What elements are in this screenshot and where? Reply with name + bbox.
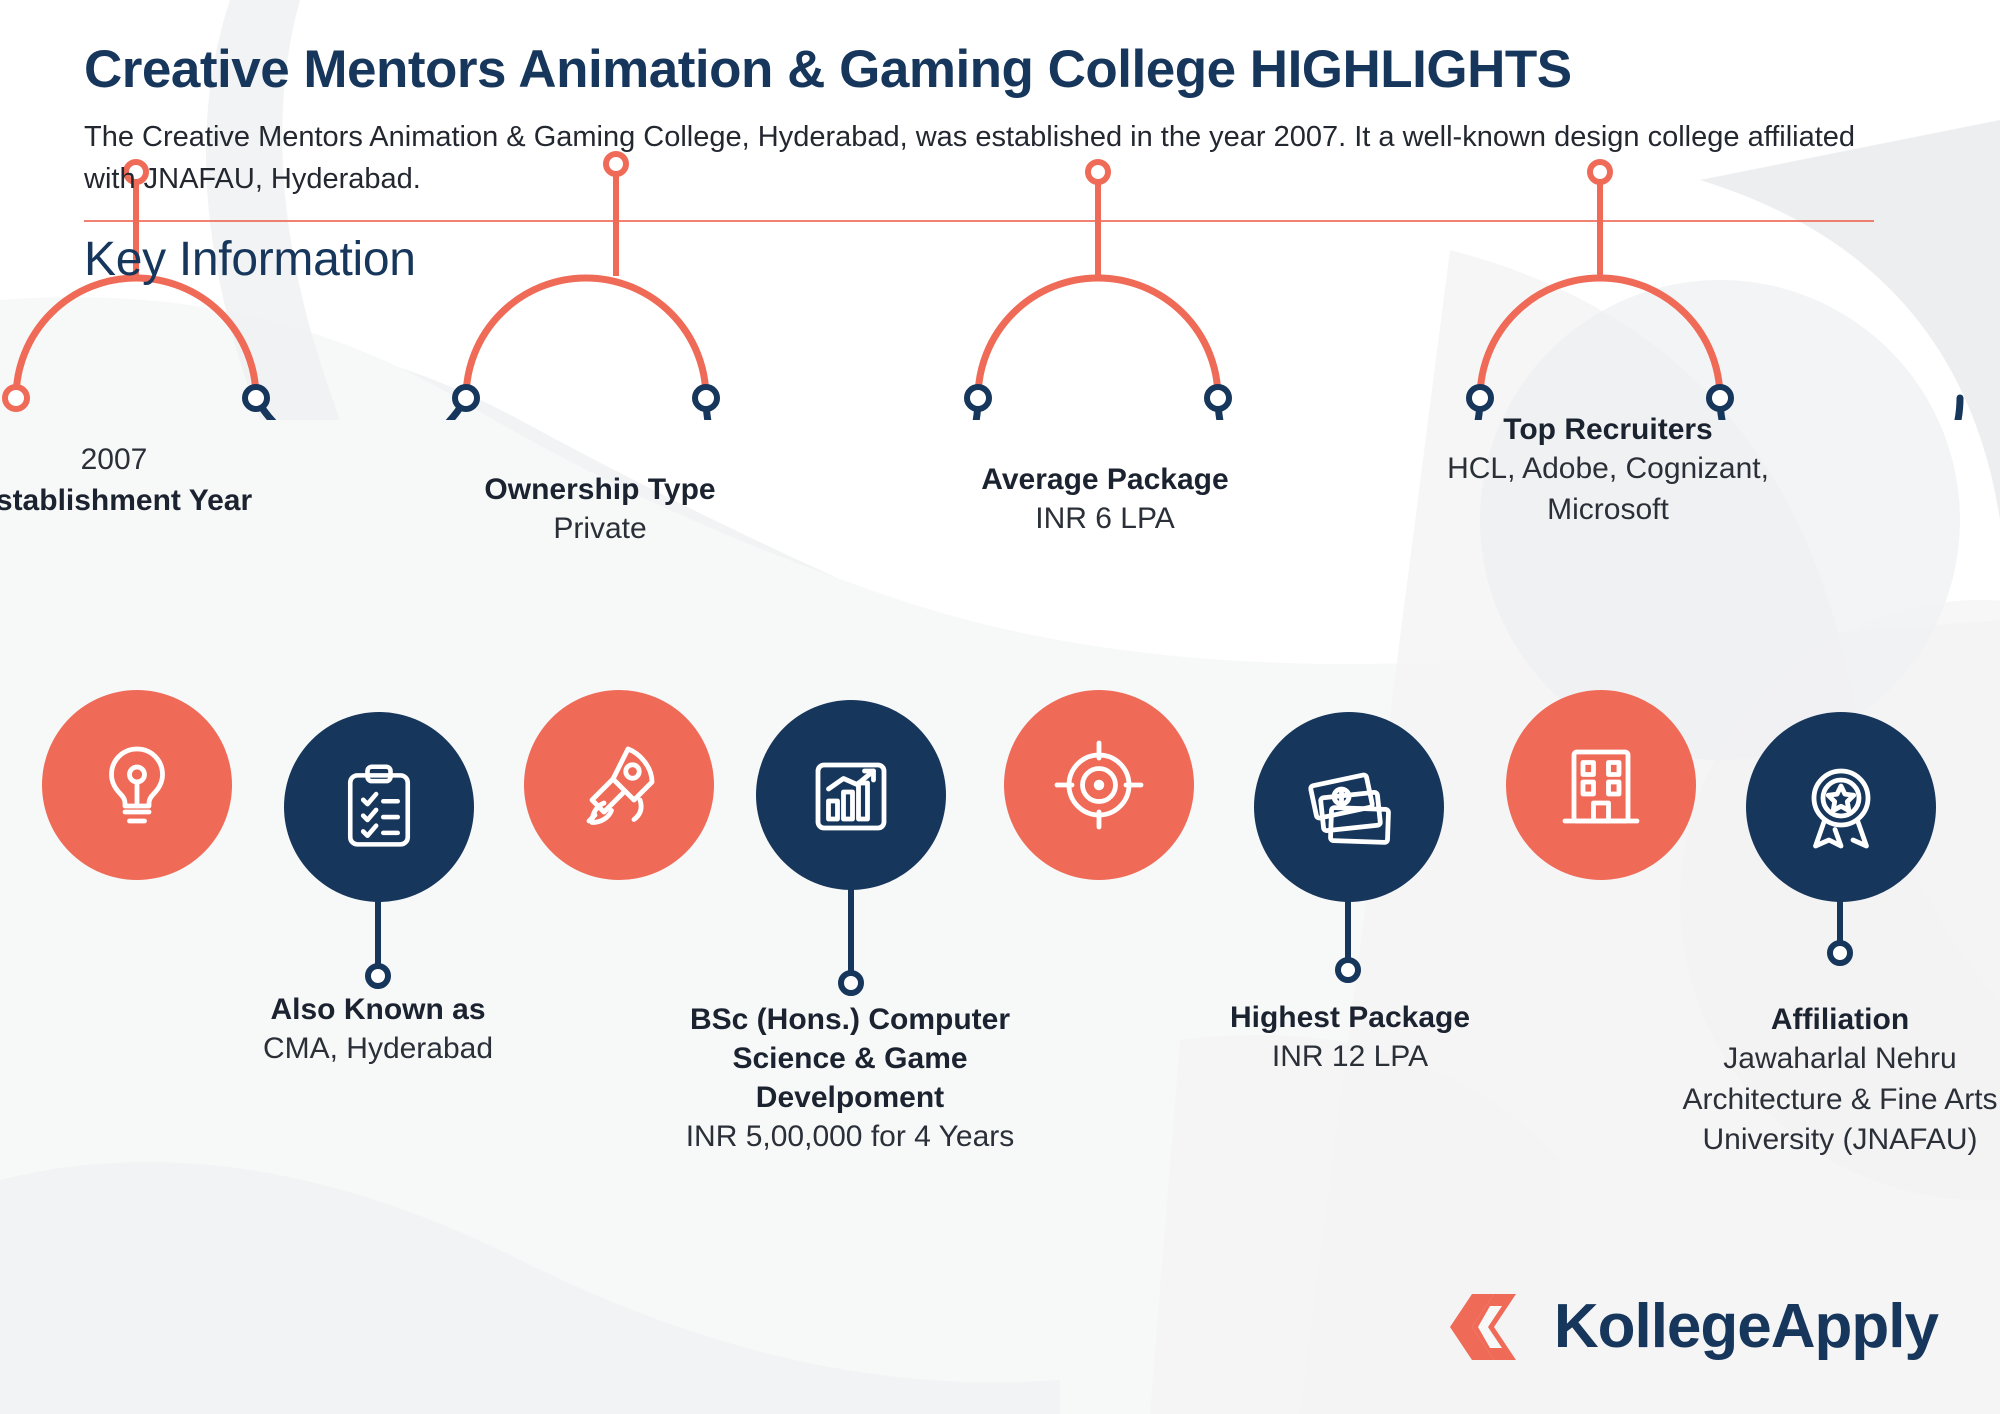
kollegeapply-logo[interactable]: KollegeApply [1449, 1292, 1939, 1362]
label-title: Top Recruiters [1503, 413, 1713, 446]
double-chevron-left-icon [1449, 1294, 1516, 1360]
node-ownership-type[interactable] [524, 690, 714, 880]
label-average-package: Average Package INR 6 LPA [930, 460, 1280, 540]
timeline-connectors [2, 151, 1964, 420]
label-title: Highest Package [1229, 1001, 1471, 1034]
label-value: HCL, Adobe, Cognizant, Microsoft [1447, 452, 1769, 526]
label-also-known-as: Also Known as CMA, Hyderabad [208, 990, 548, 1070]
label-title: Ownership Type [484, 473, 716, 506]
growth-chart-icon [815, 762, 887, 831]
label-value: INR 12 LPA [1271, 1040, 1429, 1073]
node-average-package[interactable] [1004, 690, 1194, 880]
node-also-known-as[interactable] [284, 712, 474, 902]
logo-text: KollegeApply [1553, 1292, 1939, 1361]
label-title: Average Package [981, 463, 1229, 496]
label-value: INR 6 LPA [1035, 502, 1175, 535]
label-title: Also Known as [270, 993, 486, 1026]
label-value: Jawaharlal Nehru Architecture & Fine Art… [1682, 1042, 1998, 1156]
node-top-recruiters[interactable] [1506, 690, 1696, 880]
page-description: The Creative Mentors Animation & Gaming … [84, 121, 1856, 195]
money-notes-icon [1308, 772, 1391, 845]
label-highest-package: Highest Package INR 12 LPA [1180, 998, 1520, 1078]
node-affiliation[interactable] [1746, 712, 1936, 902]
label-value: CMA, Hyderabad [262, 1032, 494, 1065]
label-title: BSc (Hons.) Computer Science & Game Deve… [689, 1003, 1010, 1114]
node-course[interactable] [756, 700, 946, 890]
label-course: BSc (Hons.) Computer Science & Game Deve… [640, 1000, 1060, 1158]
label-top-recruiters: Top Recruiters HCL, Adobe, Cognizant, Mi… [1418, 410, 1798, 530]
label-ownership-type: Ownership Type Private [430, 470, 770, 550]
target-icon [1054, 740, 1144, 830]
award-badge-icon [1811, 768, 1871, 849]
building-icon [1562, 749, 1640, 824]
section-title: Key Information [84, 232, 416, 286]
label-value: INR 5,00,000 for 4 Years [685, 1120, 1015, 1153]
rocket-icon [586, 746, 655, 825]
label-title: Establishment Year [0, 483, 253, 517]
node-establishment-year[interactable] [42, 690, 232, 880]
label-value: Private [553, 512, 647, 545]
header: Creative Mentors Animation & Gaming Coll… [84, 40, 1874, 287]
label-value: 2007 [80, 443, 148, 476]
lightbulb-icon [109, 746, 165, 824]
node-highest-package[interactable] [1254, 712, 1444, 902]
label-establishment-year: 2007 Establishment Year [0, 440, 264, 520]
page-title: Creative Mentors Animation & Gaming Coll… [84, 40, 1572, 99]
label-title: Affiliation [1770, 1003, 1910, 1036]
label-affiliation: Affiliation Jawaharlal Nehru Architectur… [1660, 1000, 2000, 1161]
header-divider [84, 219, 1874, 222]
clipboard-checklist-icon [347, 764, 411, 847]
